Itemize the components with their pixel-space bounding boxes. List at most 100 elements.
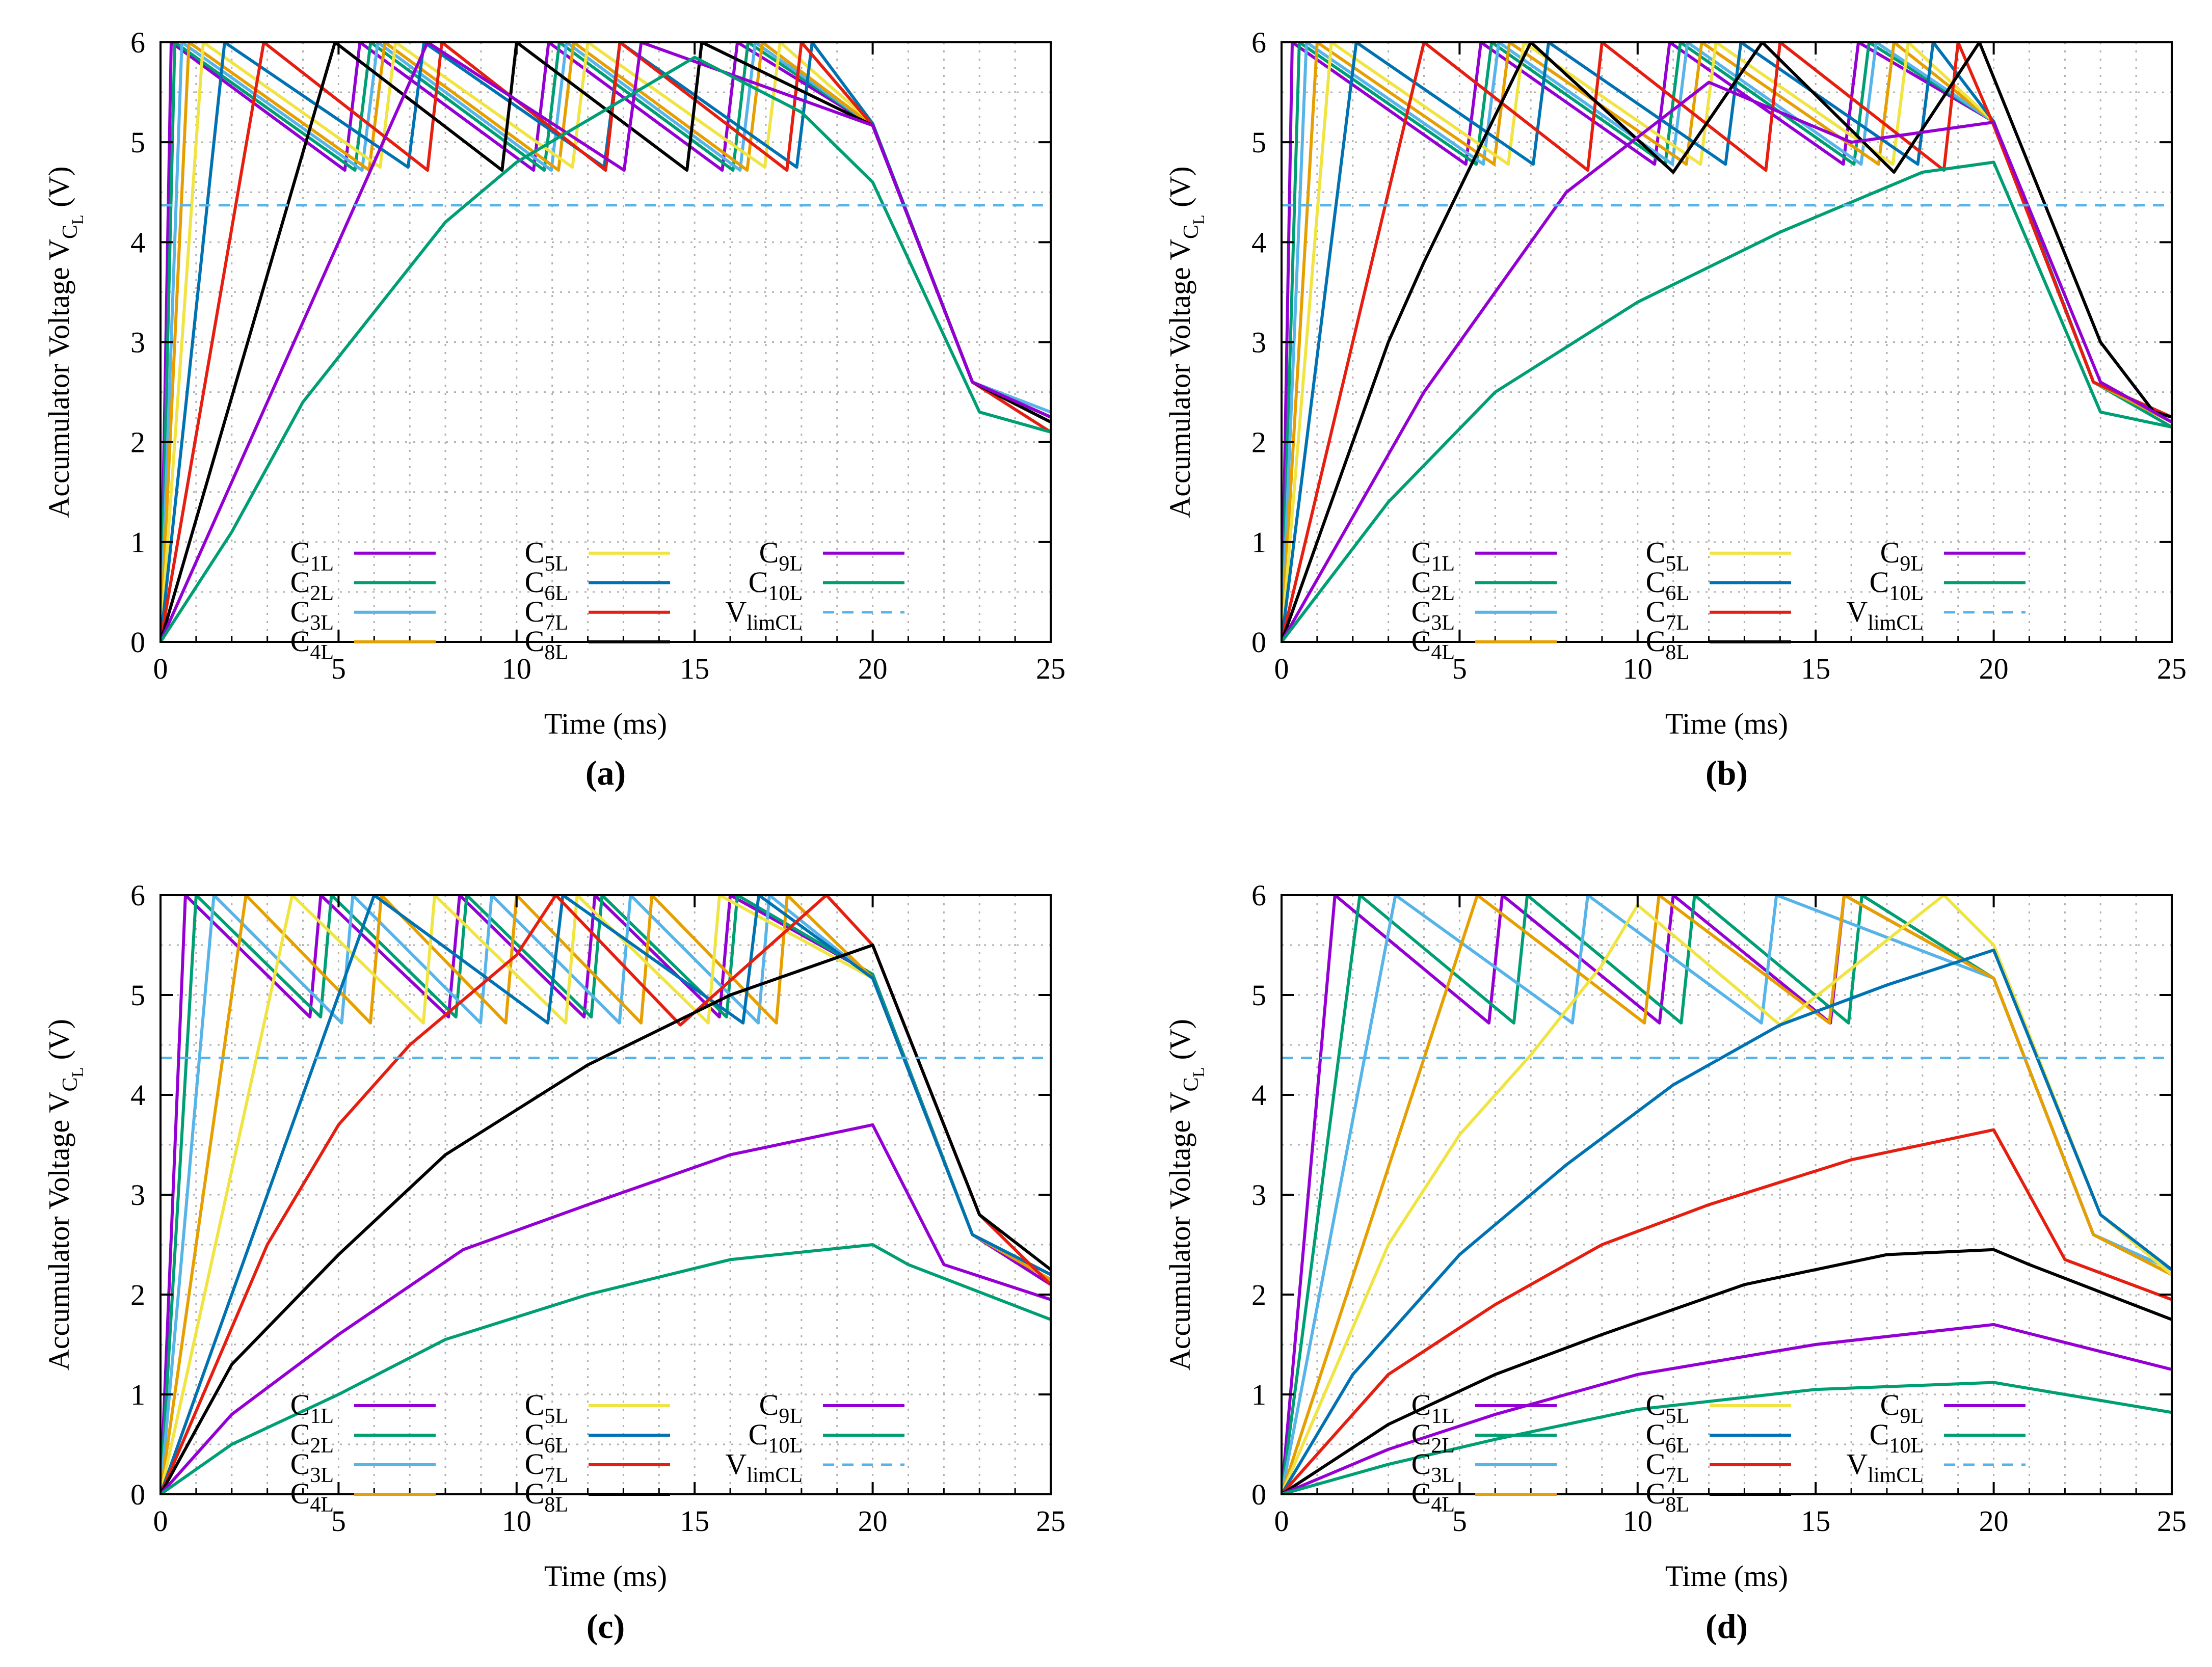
x-axis-label: Time (ms) [544,707,667,740]
legend-label: C3L [290,595,334,635]
legend-label: C9L [1880,536,1924,576]
legend-label-sub: 5L [544,1405,568,1428]
y-tick-label: 5 [1251,979,1266,1012]
legend-item-C6L: C6L [525,1418,670,1458]
legend-item-C1L: C1L [1411,1388,1557,1428]
legend-label-sub: 9L [779,552,803,576]
legend-label: C8L [525,1477,568,1517]
legend-item-VlimCL: VlimCL [725,595,904,635]
chart-panel-a: 0 5 10 15 20 25 0 1 2 3 4 5 6 Time (ms) Accumulator Vo… [42,26,1065,792]
plot-area [161,42,1051,642]
legend-label-base: C [290,1418,310,1451]
x-tick-label: 25 [2157,1504,2187,1538]
legend-label-base: C [1646,625,1666,658]
panel-label: (d) [1705,1607,1748,1646]
y-label-sub: C [59,225,82,239]
legend-label-base: C [1646,1388,1666,1421]
y-label-unit: (V) [42,1019,75,1067]
legend-label: VlimCL [725,595,803,635]
legend-label-base: V [1846,1447,1868,1481]
legend-label-sub: 4L [310,641,334,664]
legend-label-base: C [525,566,545,599]
legend-label-sub: 1L [310,1405,334,1428]
legend-label-base: C [1880,536,1900,569]
y-tick-label: 1 [1251,526,1266,559]
x-tick-label: 15 [1801,1504,1830,1538]
x-tick-label: 0 [1274,1504,1289,1538]
legend-item-C5L: C5L [525,536,670,576]
legend-label-sub: 9L [1900,552,1924,576]
series-line-C10L [161,1243,1051,1494]
legend-label-base: C [1411,595,1431,628]
legend-item-C3L: C3L [1411,1447,1557,1487]
legend-label: C1L [1411,1388,1455,1428]
y-label-main: Accumulator Voltage V [1163,1091,1196,1370]
legend-label-base: C [1411,536,1431,569]
legend-label-sub: 10L [1889,582,1924,605]
legend-label-base: C [290,625,310,658]
legend-label-base: C [290,536,310,569]
legend-item-C8L: C8L [1646,1477,1791,1517]
chart-panel-b: 0 5 10 15 20 25 0 1 2 3 4 5 6 Time (ms) Accumulator Vo… [1163,26,2187,792]
x-tick-label: 5 [331,1504,346,1538]
y-tick-label: 6 [1251,879,1266,912]
legend-label-base: C [1411,1388,1431,1421]
legend-item-C5L: C5L [1646,1388,1791,1428]
legend-label-base: C [1870,1418,1889,1451]
x-tick-label: 25 [1036,652,1065,685]
y-tick-label: 1 [130,526,145,559]
legend-label-base: C [525,1447,545,1481]
y-tick-label: 2 [130,426,145,459]
legend-label: C9L [759,536,803,576]
series-line-C8L [1282,42,2172,642]
legend-label: C4L [1411,1477,1455,1517]
y-tick-label: 2 [130,1278,145,1311]
legend-item-VlimCL: VlimCL [725,1447,904,1487]
legend-label-base: C [525,536,545,569]
x-tick-label: 15 [680,1504,709,1538]
y-axis-label: Accumulator Voltage VCL (V) [1163,166,1208,518]
y-tick-label: 3 [1251,1178,1266,1212]
legend-label: C10L [749,566,803,605]
legend-label-sub: 4L [1431,1493,1455,1517]
axes: 0 5 10 15 20 25 0 1 2 3 4 5 6 Time (ms) Accumulator Vo… [42,879,1065,1593]
y-label-unit: (V) [1163,166,1196,214]
legend-label-base: C [1646,1477,1666,1510]
series-line-C6L [1282,948,2172,1494]
x-axis-label: Time (ms) [544,1560,667,1593]
y-label-sub: C [1180,1077,1203,1091]
legend-item-C7L: C7L [525,1447,670,1487]
legend-item-C2L: C2L [1411,1418,1557,1458]
legend-label-base: C [525,1388,545,1421]
legend-label-base: C [525,595,545,628]
legend-label-base: C [1880,1388,1900,1421]
legend-label-sub: 3L [1431,1464,1455,1487]
legend-label-sub: 8L [1665,1493,1689,1517]
legend-item-C8L: C8L [1646,625,1791,664]
legend-item-C10L: C10L [1870,566,2026,605]
x-tick-label: 25 [2157,652,2187,685]
y-label-subsub: L [1189,1067,1208,1078]
legend-label-sub: 9L [779,1405,803,1428]
legend-label: C3L [290,1447,334,1487]
legend-label-sub: 1L [1431,552,1455,576]
legend-item-C4L: C4L [290,625,436,664]
legend-item-C6L: C6L [1646,566,1791,605]
legend-label-sub: 5L [544,552,568,576]
legend-item-C10L: C10L [749,1418,904,1458]
legend-label-base: C [1646,536,1666,569]
legend-item-C4L: C4L [1411,1477,1557,1517]
y-label-sub: C [1180,225,1203,239]
y-label-subsub: L [1189,214,1208,225]
axes: 0 5 10 15 20 25 0 1 2 3 4 5 6 Time (ms) Accumulator Vo… [1163,879,2187,1593]
x-tick-label: 10 [1623,652,1653,685]
legend-label-sub: 5L [1665,552,1689,576]
legend-label: C3L [1411,1447,1455,1487]
legend-label-sub: 9L [1900,1405,1924,1428]
series-line-C8L [1282,1248,2172,1494]
x-tick-label: 20 [1979,652,2009,685]
plot-area [161,895,1051,1494]
legend-item-C4L: C4L [290,1477,436,1517]
